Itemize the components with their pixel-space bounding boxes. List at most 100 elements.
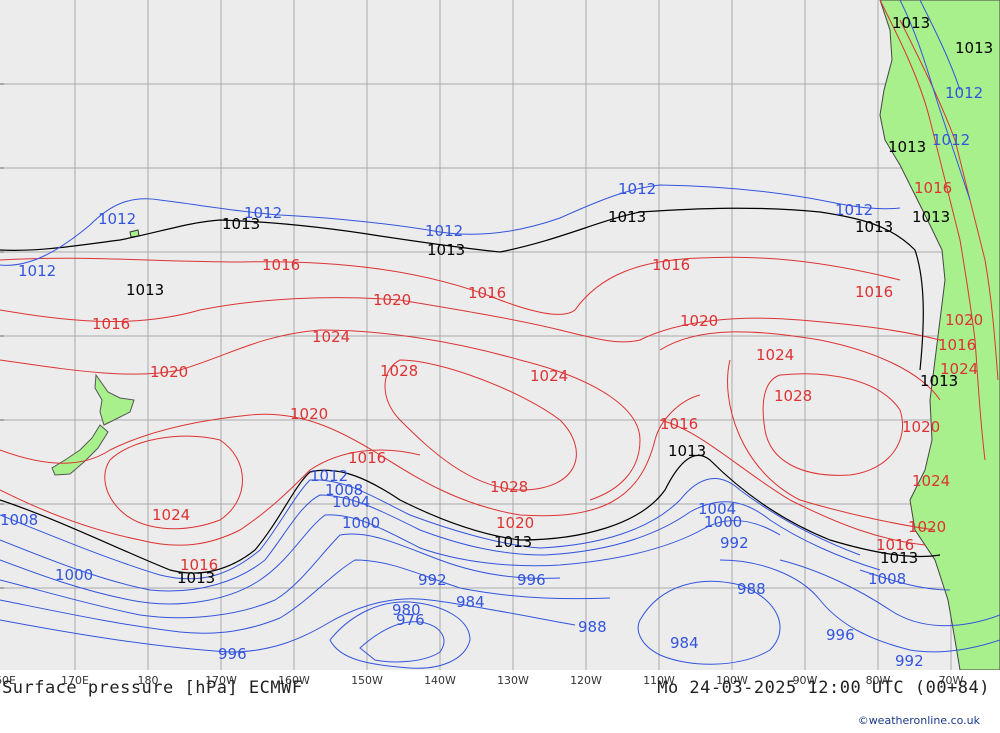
label-1012: 1012 xyxy=(932,131,970,149)
label-1008: 1008 xyxy=(325,481,363,499)
label-976: 976 xyxy=(396,611,425,629)
label-1020: 1020 xyxy=(902,418,940,436)
label-992: 992 xyxy=(720,534,749,552)
label-1012: 1012 xyxy=(98,210,136,228)
lon-label-120w: 120W xyxy=(570,674,602,687)
lon-label-90w: 90W xyxy=(792,674,818,687)
map-footer xyxy=(0,670,1000,733)
lon-label-160e: 160E xyxy=(0,674,16,687)
label-1024: 1024 xyxy=(756,346,794,364)
label-996: 996 xyxy=(218,645,247,663)
label-1028: 1028 xyxy=(490,478,528,496)
lon-label-160w: 160W xyxy=(278,674,310,687)
lon-label-180: 180 xyxy=(137,674,159,687)
label-1013: 1013 xyxy=(608,208,646,226)
label-1020: 1020 xyxy=(373,291,411,309)
lon-label-80w: 80W xyxy=(865,674,891,687)
label-1013: 1013 xyxy=(855,218,893,236)
valid-time: Mo 24-03-2025 12:00 UTC (00+84) xyxy=(657,678,990,698)
label-1016: 1016 xyxy=(660,415,698,433)
label-1012: 1012 xyxy=(18,262,56,280)
label-996: 996 xyxy=(517,571,546,589)
label-992: 992 xyxy=(418,571,447,589)
label-1016: 1016 xyxy=(876,536,914,554)
label-1013: 1013 xyxy=(888,138,926,156)
label-1024: 1024 xyxy=(912,472,950,490)
label-1016: 1016 xyxy=(652,256,690,274)
label-1012: 1012 xyxy=(244,204,282,222)
label-1012: 1012 xyxy=(835,201,873,219)
south-america-landmass xyxy=(879,0,1000,671)
lon-label-170w: 170W xyxy=(205,674,237,687)
label-1020: 1020 xyxy=(496,514,534,532)
lon-label-140w: 140W xyxy=(424,674,456,687)
label-1000: 1000 xyxy=(55,566,93,584)
land-masses xyxy=(51,0,1000,671)
lon-label-110w: 110W xyxy=(643,674,675,687)
isobar-labels: 1013 1013 1013 1013 1013 1013 1013 1013 … xyxy=(0,14,993,670)
high-isobars xyxy=(0,0,999,546)
label-1016: 1016 xyxy=(468,284,506,302)
lon-label-130w: 130W xyxy=(497,674,529,687)
new-zealand-north-island xyxy=(94,373,135,426)
label-1013: 1013 xyxy=(880,549,918,567)
label-1020: 1020 xyxy=(150,363,188,381)
credit-link[interactable]: ©weatheronline.co.uk xyxy=(857,714,980,727)
label-984: 984 xyxy=(670,634,699,652)
lon-label-170e: 170E xyxy=(61,674,89,687)
map-canvas: 1013 1013 1013 1013 1013 1013 1013 1013 … xyxy=(0,0,1000,671)
label-1024: 1024 xyxy=(940,360,978,378)
label-1013: 1013 xyxy=(892,14,930,32)
label-1013: 1013 xyxy=(222,215,260,233)
label-1020: 1020 xyxy=(290,405,328,423)
label-988: 988 xyxy=(737,580,766,598)
label-1028: 1028 xyxy=(774,387,812,405)
ocean-background xyxy=(0,0,1000,670)
label-1013: 1013 xyxy=(920,372,958,390)
map-title: Surface pressure [hPa] ECMWF xyxy=(2,678,303,698)
label-1012: 1012 xyxy=(425,222,463,240)
label-1008: 1008 xyxy=(0,511,38,529)
label-1013: 1013 xyxy=(912,208,950,226)
label-1024: 1024 xyxy=(312,328,350,346)
isobar-1013 xyxy=(0,207,941,574)
label-1020: 1020 xyxy=(945,311,983,329)
label-1016: 1016 xyxy=(855,283,893,301)
label-1000: 1000 xyxy=(342,514,380,532)
pressure-map[interactable]: 1013 1013 1013 1013 1013 1013 1013 1013 … xyxy=(0,0,1000,671)
label-1024: 1024 xyxy=(530,367,568,385)
low-isobars xyxy=(0,0,1000,669)
label-1020: 1020 xyxy=(680,312,718,330)
lon-label-150w: 150W xyxy=(351,674,383,687)
label-1008: 1008 xyxy=(868,570,906,588)
label-1013: 1013 xyxy=(494,533,532,551)
label-996: 996 xyxy=(826,626,855,644)
label-1013: 1013 xyxy=(427,241,465,259)
label-1013: 1013 xyxy=(668,442,706,460)
label-1016: 1016 xyxy=(914,179,952,197)
label-988: 988 xyxy=(578,618,607,636)
lon-label-100w: 100W xyxy=(716,674,748,687)
label-1016: 1016 xyxy=(262,256,300,274)
label-1000: 1000 xyxy=(704,513,742,531)
label-1016: 1016 xyxy=(92,315,130,333)
label-1028: 1028 xyxy=(380,362,418,380)
label-1012: 1012 xyxy=(310,467,348,485)
label-1012: 1012 xyxy=(945,84,983,102)
label-1004: 1004 xyxy=(332,493,370,511)
label-1016: 1016 xyxy=(938,336,976,354)
label-1004: 1004 xyxy=(698,500,736,518)
label-1016: 1016 xyxy=(348,449,386,467)
label-1020: 1020 xyxy=(908,518,946,536)
edge-ticks xyxy=(0,83,4,589)
label-992: 992 xyxy=(895,652,924,670)
lon-label-70w: 70W xyxy=(938,674,964,687)
label-1013: 1013 xyxy=(177,569,215,587)
new-zealand-south-island xyxy=(51,424,109,476)
label-984: 984 xyxy=(456,593,485,611)
label-1012: 1012 xyxy=(618,180,656,198)
label-1013: 1013 xyxy=(126,281,164,299)
label-1013: 1013 xyxy=(955,39,993,57)
label-1016: 1016 xyxy=(180,556,218,574)
label-1024: 1024 xyxy=(152,506,190,524)
